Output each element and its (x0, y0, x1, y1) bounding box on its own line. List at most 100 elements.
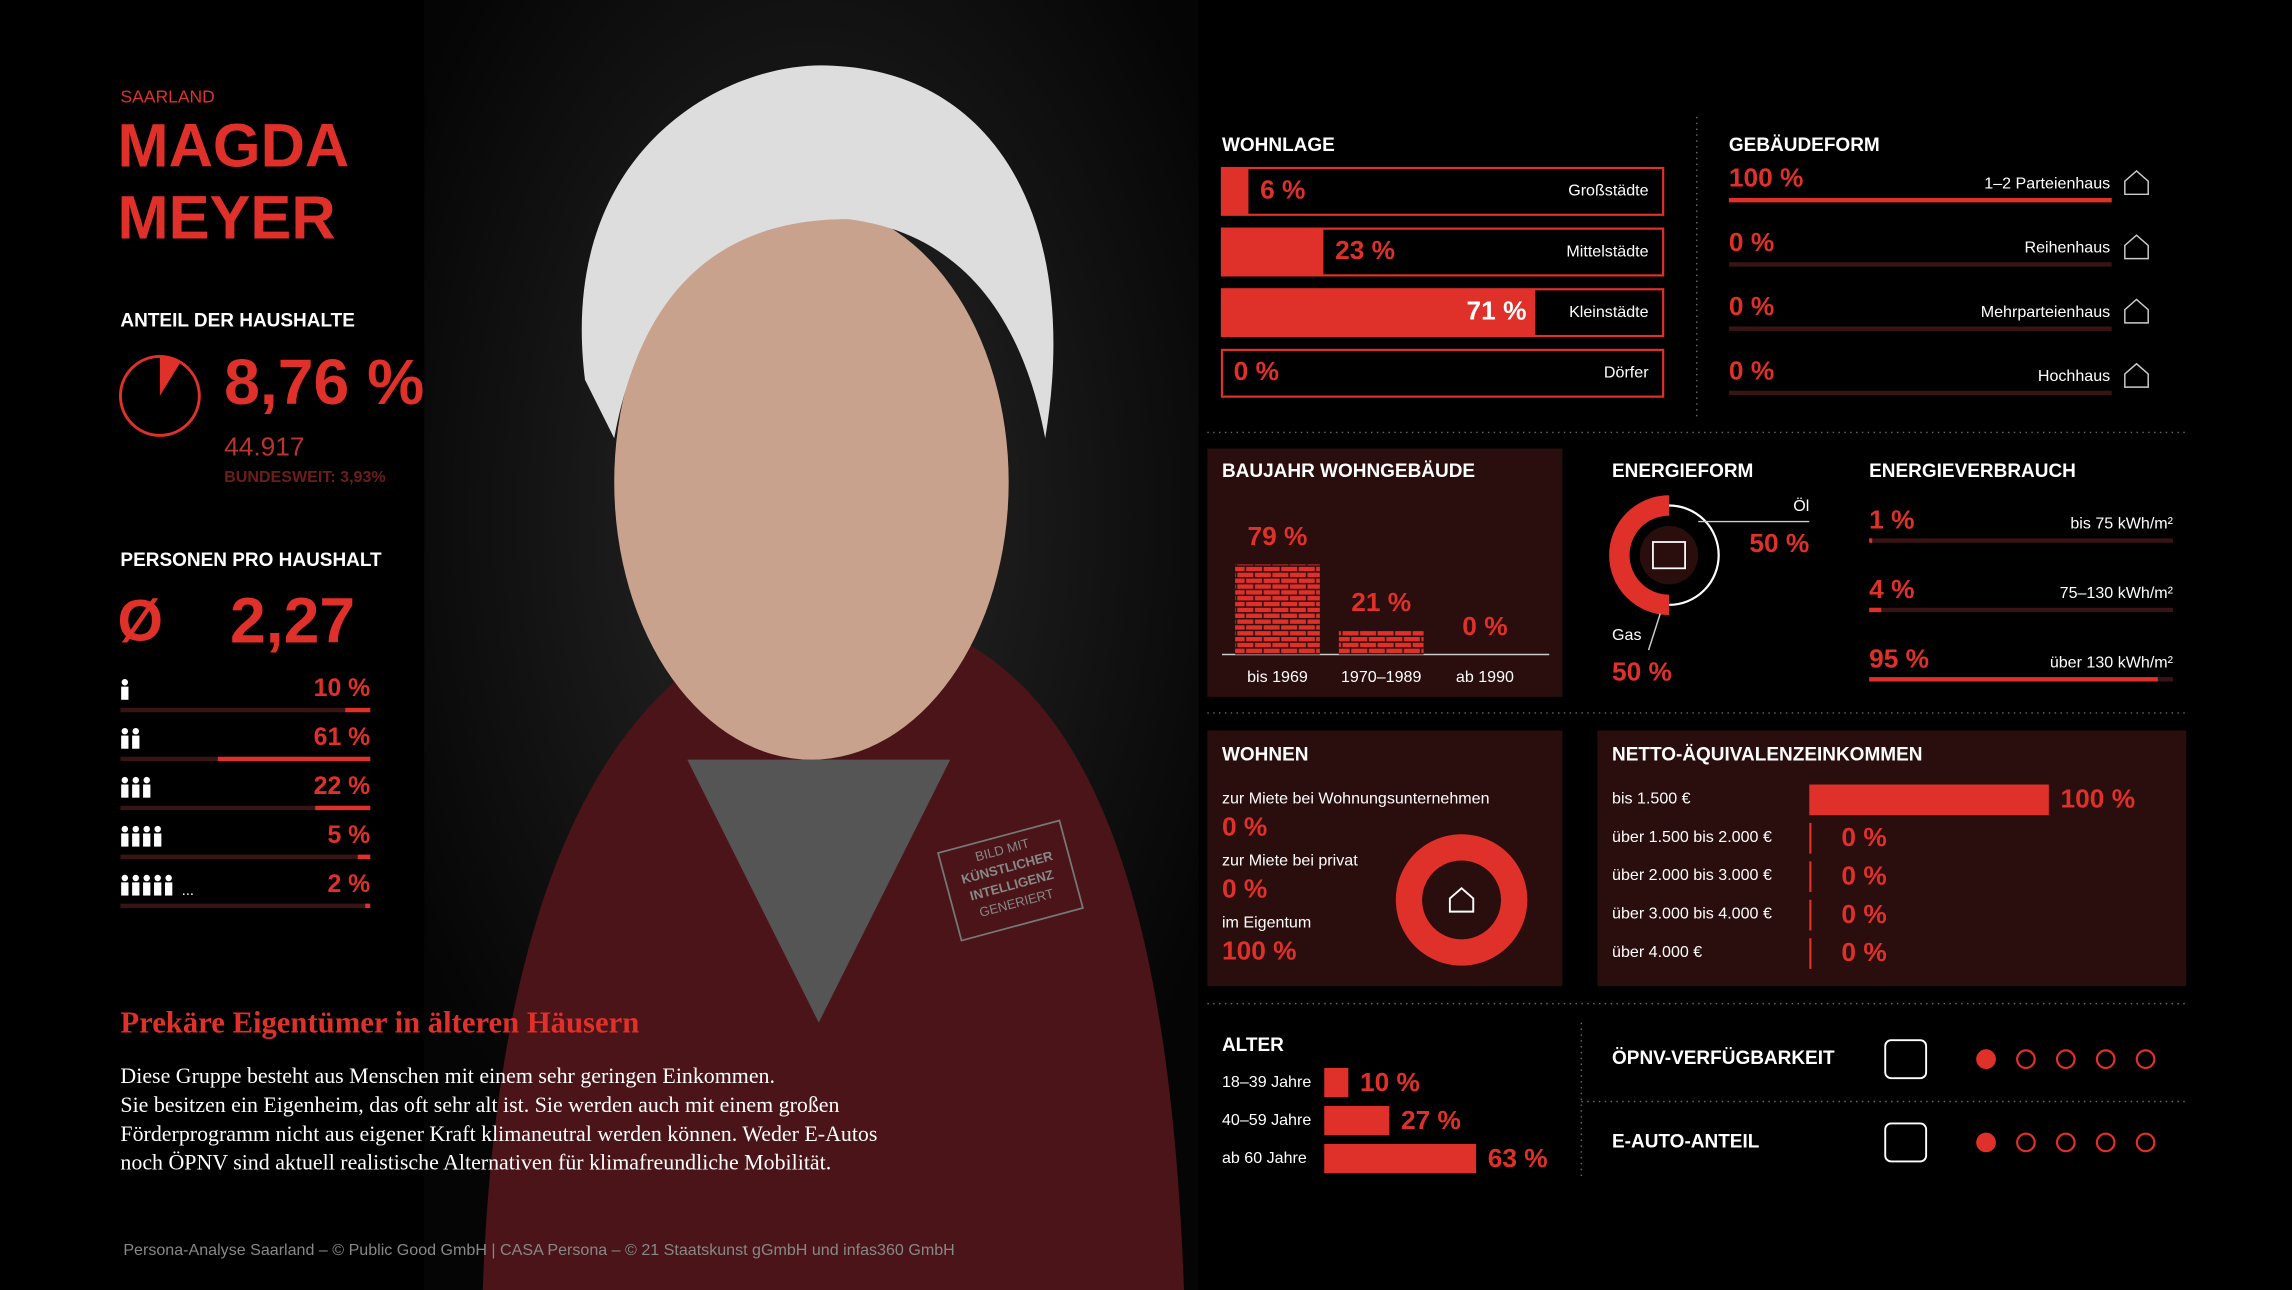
article-title: Prekäre Eigentümer in älteren Häusern (120, 1006, 639, 1040)
donut-segment (1395, 834, 1528, 966)
section-title: ÖPNV-VERFÜGBARKEIT (1612, 1048, 1835, 1069)
bar-label: 0 % (1841, 860, 1886, 890)
panel (1597, 730, 2187, 987)
category-label: über 130 kWh/m² (2050, 654, 2174, 672)
category-label: 1970–1989 (1341, 668, 1421, 686)
category-label: zur Miete bei Wohnungsunternehmen (1222, 789, 1490, 807)
category-label: über 1.500 bis 2.000 € (1612, 828, 1772, 846)
radiator-icon (1652, 541, 1686, 570)
category-label: 40–59 Jahre (1222, 1111, 1311, 1129)
bar (1221, 228, 1324, 276)
person-icon (121, 727, 129, 735)
footer: Persona-Analyse Saarland – © Public Good… (123, 1241, 954, 1259)
connector (1647, 613, 1661, 651)
bar-label: 63 % (1488, 1143, 1548, 1173)
person-icon (121, 776, 129, 784)
category-label: bis 1.500 € (1612, 789, 1691, 807)
person-icon (154, 882, 162, 896)
share-value: 8,76 % (224, 346, 424, 418)
bar-label: 21 % (1351, 587, 1411, 617)
rating-dot (1976, 1132, 1996, 1153)
category-label: Öl (1793, 497, 1809, 515)
section-title: ENERGIEVERBRAUCH (1869, 461, 2076, 482)
national-share: BUNDESWEIT: 3,93% (224, 468, 386, 486)
bar (1809, 938, 1812, 969)
category-label: ab 1990 (1456, 668, 1514, 686)
average-value: 2,27 (230, 584, 355, 656)
bar (1809, 861, 1812, 893)
bar-label: 0 % (1841, 899, 1886, 929)
bar-label: 0 % (1234, 356, 1279, 386)
bar-label: 100 % (1729, 163, 1804, 193)
house-icon (2124, 169, 2149, 196)
ai-badge (936, 819, 1084, 942)
donut-inner (1639, 525, 1699, 585)
bar-label: 1 % (1869, 504, 1914, 534)
household-count: 44.917 (224, 431, 304, 461)
bar-frame (1220, 348, 1665, 398)
person-icon (121, 825, 129, 833)
more-icon: ... (182, 883, 194, 899)
person-icon (121, 686, 129, 700)
person-icon (132, 833, 140, 847)
category-label: Großstädte (1568, 182, 1648, 200)
category-label: über 4.000 € (1612, 943, 1702, 961)
rating-dot (2095, 1049, 2116, 1070)
bar (1221, 289, 1536, 337)
bar (1809, 899, 1812, 931)
person-icon (121, 679, 129, 686)
bar-label: 0 % (1841, 937, 1886, 967)
person-icon (132, 882, 140, 896)
person-icon (121, 882, 129, 896)
photo (424, 0, 1199, 1290)
region: SAARLAND (120, 87, 214, 107)
person-icon (154, 825, 161, 833)
bar-label: 23 % (1335, 235, 1395, 265)
category-label: bis 75 kWh/m² (2070, 515, 2173, 533)
bar-label: 50 % (1612, 656, 1672, 686)
bar-label: 0 % (1841, 822, 1886, 852)
section-title: GEBÄUDEFORM (1729, 135, 1880, 156)
bar-label: 0 % (1729, 227, 1774, 257)
bar (1338, 630, 1424, 655)
bar-label: 100 % (2061, 784, 2136, 814)
bar-label: 71 % (1467, 296, 1527, 326)
mobility-icon (1884, 1122, 1928, 1163)
article-line: Diese Gruppe besteht aus Menschen mit ei… (120, 1063, 775, 1088)
person-icon (143, 882, 151, 896)
pie-slice (159, 356, 181, 396)
person-icon (132, 825, 139, 833)
person-icon (132, 735, 140, 749)
category-label: über 2.000 bis 3.000 € (1612, 866, 1772, 884)
category-label: bis 1969 (1247, 668, 1308, 686)
article-line: noch ÖPNV sind aktuell realistische Alte… (120, 1150, 831, 1175)
person-icon (143, 776, 150, 784)
bar (1809, 822, 1812, 854)
person-icon (165, 874, 172, 882)
person-icon (121, 874, 129, 882)
section-title: WOHNLAGE (1222, 135, 1335, 156)
rating-dot (2135, 1049, 2156, 1070)
rating-dot (1976, 1049, 1996, 1070)
row-label: 61 % (314, 724, 371, 751)
category-label: Reihenhaus (2024, 239, 2110, 257)
rating-dot (2135, 1132, 2156, 1153)
bar (1324, 1105, 1390, 1136)
name: MAGDA (118, 112, 350, 181)
rating-dot (2055, 1132, 2076, 1153)
person-icon (143, 784, 151, 798)
row-label: 5 % (327, 822, 370, 849)
category-label: Mehrparteienhaus (1981, 303, 2110, 321)
bar-label: 0 % (1462, 611, 1507, 641)
person-icon (143, 833, 151, 847)
category-label: ab 60 Jahre (1222, 1149, 1307, 1167)
person-icon (121, 833, 129, 847)
category-label: 75–130 kWh/m² (2060, 584, 2174, 602)
category-label: 1–2 Parteienhaus (1984, 174, 2110, 192)
bar-label: 0 % (1729, 355, 1774, 385)
donut-segment (1609, 495, 1670, 616)
person-icon (154, 833, 162, 847)
bar-label: 0 % (1222, 873, 1267, 903)
rating-dot (2016, 1049, 2036, 1070)
